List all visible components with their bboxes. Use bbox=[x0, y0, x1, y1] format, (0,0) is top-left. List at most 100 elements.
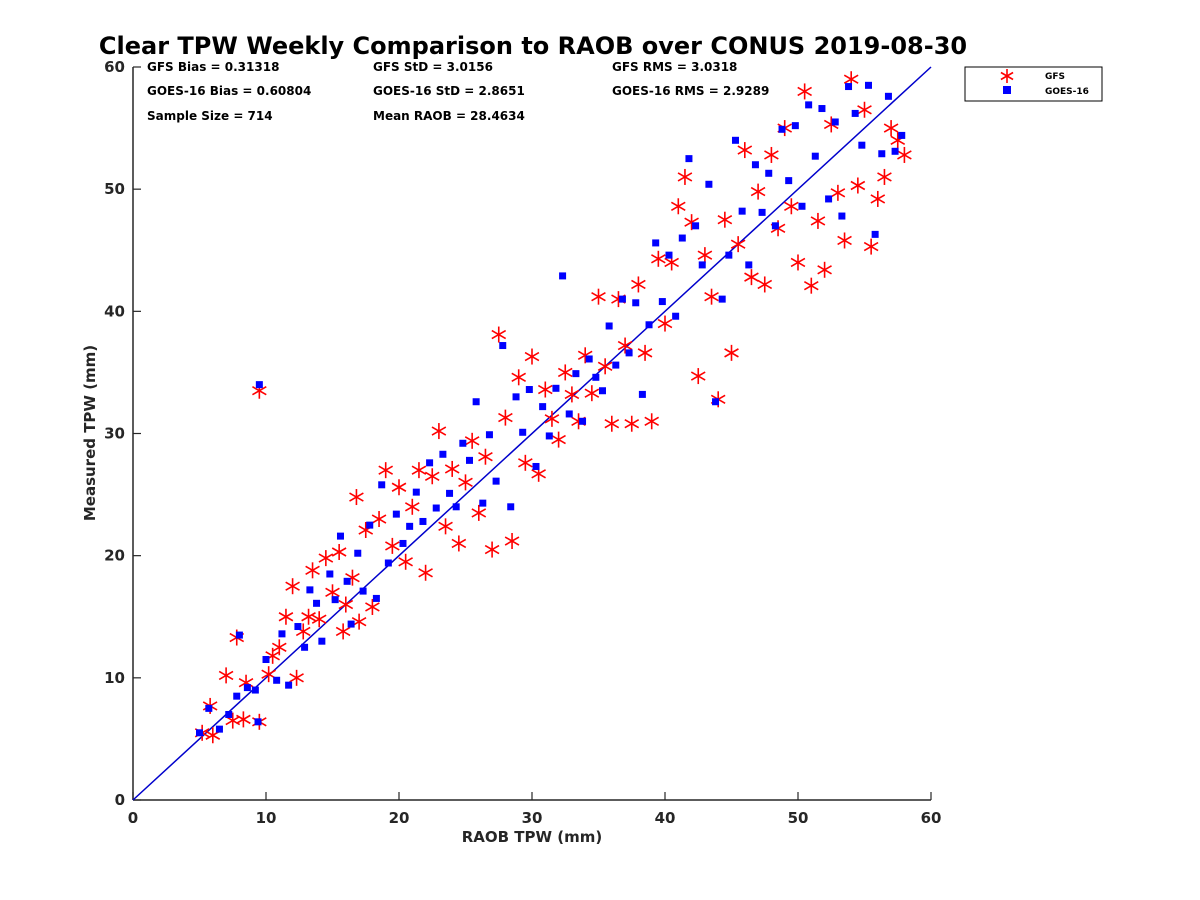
goes16-point bbox=[446, 489, 454, 497]
gfs-point bbox=[305, 562, 320, 579]
gfs-point bbox=[784, 198, 799, 215]
gfs-point bbox=[438, 518, 453, 535]
goes16-point bbox=[891, 147, 899, 155]
goes16-point bbox=[254, 718, 262, 726]
legend-box bbox=[964, 66, 1103, 102]
gfs-point bbox=[338, 596, 354, 613]
goes16-point bbox=[672, 312, 680, 320]
gfs-point bbox=[564, 386, 580, 403]
x-tick-label: 50 bbox=[788, 809, 809, 827]
goes16-point bbox=[225, 710, 233, 718]
goes16-point bbox=[858, 141, 866, 149]
gfs-point bbox=[897, 146, 912, 163]
goes16-point bbox=[372, 594, 380, 602]
legend-gfs-marker bbox=[1000, 69, 1014, 83]
goes16-point bbox=[318, 637, 326, 645]
goes16-point bbox=[645, 321, 653, 329]
goes16-point bbox=[758, 208, 766, 216]
goes16-point bbox=[545, 432, 553, 440]
goes16-point bbox=[692, 222, 700, 230]
stats-panel: GFS Bias = 0.31318 GFS StD = 3.0156 GFS RM… bbox=[147, 60, 769, 123]
goes16-point bbox=[838, 212, 846, 220]
goes16-point bbox=[294, 623, 302, 631]
goes16-point bbox=[572, 370, 580, 378]
one-to-one-line bbox=[132, 66, 932, 801]
goes16-point bbox=[552, 384, 560, 392]
gfs-point bbox=[690, 368, 706, 385]
gfs-point bbox=[451, 535, 467, 552]
legend-gfs-asterisk bbox=[1000, 69, 1014, 83]
goes16-point bbox=[519, 428, 527, 436]
gfs-point bbox=[398, 553, 413, 570]
goes16-point bbox=[638, 390, 646, 398]
gfs-point bbox=[750, 183, 766, 200]
gfs-point bbox=[737, 142, 753, 159]
legend-goes16-marker bbox=[1003, 86, 1011, 94]
goes16-point bbox=[864, 81, 872, 89]
gfs-point bbox=[411, 462, 427, 479]
gfs-point bbox=[537, 381, 553, 398]
goes16-point bbox=[884, 92, 892, 100]
goes16-point bbox=[399, 539, 407, 547]
goes16-point bbox=[439, 450, 447, 458]
gfs-point bbox=[584, 385, 600, 402]
gfs-point bbox=[803, 277, 819, 294]
gfs-point bbox=[604, 415, 620, 432]
gfs-point bbox=[797, 83, 812, 100]
goes16-point bbox=[745, 261, 753, 269]
goes16-point bbox=[278, 630, 286, 638]
goes16-point bbox=[233, 692, 241, 700]
gfs-point bbox=[444, 460, 460, 477]
goes16-point bbox=[898, 131, 906, 139]
goes16-point bbox=[618, 295, 626, 303]
goes16-point bbox=[243, 684, 251, 692]
gfs-point bbox=[704, 288, 719, 305]
goes16-point bbox=[598, 387, 606, 395]
gfs-point bbox=[557, 364, 573, 381]
goes16-point bbox=[331, 596, 339, 604]
gfs-point bbox=[551, 431, 566, 448]
goes16-point bbox=[665, 251, 673, 259]
goes16-point bbox=[632, 299, 640, 307]
goes16-point bbox=[871, 230, 879, 238]
goes16-point bbox=[851, 109, 859, 117]
goes16-point bbox=[285, 681, 293, 689]
gfs-point bbox=[511, 369, 527, 386]
gfs-point bbox=[365, 598, 380, 615]
gfs-point bbox=[730, 236, 746, 253]
gfs-point bbox=[764, 146, 779, 163]
gfs-point bbox=[478, 448, 493, 465]
goes16-point bbox=[685, 155, 693, 163]
goes16-point bbox=[652, 239, 660, 247]
gfs-point bbox=[757, 276, 773, 293]
gfs-point bbox=[883, 120, 899, 137]
gfs-point bbox=[331, 544, 347, 561]
gfs-point bbox=[278, 608, 294, 625]
x-axis-label: RAOB TPW (mm) bbox=[462, 828, 603, 846]
x-tick-label: 10 bbox=[256, 809, 277, 827]
gfs-point bbox=[311, 611, 327, 628]
gfs-point bbox=[404, 498, 420, 515]
gfs-point bbox=[677, 168, 693, 185]
gfs-point bbox=[391, 479, 407, 496]
goes16-point bbox=[205, 704, 213, 712]
y-tick-label: 10 bbox=[104, 669, 125, 687]
gfs-point bbox=[877, 168, 892, 185]
gfs-point bbox=[498, 409, 513, 426]
goes16-point bbox=[778, 125, 786, 133]
goes16-point bbox=[845, 83, 853, 91]
goes16-point bbox=[465, 456, 473, 464]
goes16-point bbox=[507, 503, 515, 511]
goes16-point bbox=[366, 521, 374, 529]
stat-text: GFS StD = 3.0156 bbox=[373, 60, 493, 74]
gfs-point bbox=[518, 454, 533, 471]
goes16-point bbox=[771, 222, 779, 230]
goes16-point bbox=[343, 577, 351, 585]
gfs-point bbox=[857, 101, 872, 118]
goes16-point bbox=[384, 559, 392, 567]
x-tick-label: 20 bbox=[389, 809, 410, 827]
gfs-point bbox=[670, 198, 686, 215]
goes16-point bbox=[565, 410, 573, 418]
gfs-point bbox=[717, 211, 733, 228]
